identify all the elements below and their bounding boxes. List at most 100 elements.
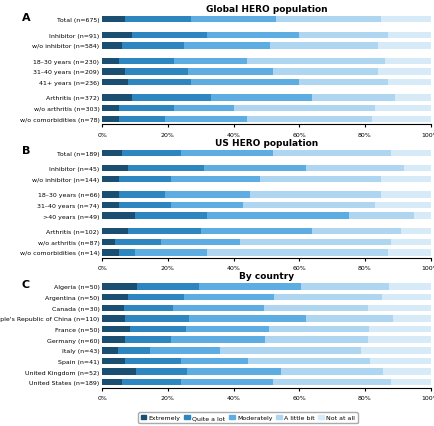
Bar (171, 176, 259, 183)
Bar (102, 166, 128, 172)
Title: US HERO population: US HERO population (214, 138, 317, 147)
Bar (161, 239, 240, 245)
Title: Global HERO population: Global HERO population (205, 5, 326, 14)
Bar (174, 58, 246, 65)
Bar (204, 166, 305, 172)
Bar (246, 58, 384, 65)
Bar (102, 213, 135, 219)
Bar (348, 213, 413, 219)
Bar (132, 32, 207, 39)
Bar (173, 305, 263, 311)
Bar (371, 116, 430, 123)
Bar (102, 347, 118, 354)
Bar (187, 368, 280, 375)
Bar (280, 368, 381, 375)
Bar (125, 69, 187, 75)
Bar (247, 358, 369, 364)
Bar (240, 239, 390, 245)
Bar (150, 347, 220, 354)
Bar (381, 192, 430, 198)
Bar (125, 358, 180, 364)
Bar (102, 106, 118, 112)
Bar (118, 106, 174, 112)
Text: B: B (22, 146, 30, 156)
Bar (128, 294, 184, 301)
Bar (387, 250, 430, 256)
Bar (381, 17, 430, 23)
Bar (128, 166, 204, 172)
Bar (180, 358, 247, 364)
Bar (299, 32, 387, 39)
Bar (122, 150, 181, 157)
Bar (171, 202, 243, 209)
Bar (128, 80, 191, 86)
Bar (102, 116, 118, 123)
Bar (102, 43, 122, 49)
Bar (312, 228, 400, 235)
Bar (102, 17, 125, 23)
Bar (207, 32, 299, 39)
Bar (136, 368, 187, 375)
Bar (102, 176, 118, 183)
Bar (392, 316, 430, 322)
Bar (210, 95, 312, 101)
Bar (276, 17, 381, 23)
Bar (220, 347, 360, 354)
Bar (118, 116, 164, 123)
Bar (102, 69, 125, 75)
Bar (191, 17, 276, 23)
Bar (124, 305, 173, 311)
Title: By country: By country (238, 272, 293, 281)
Bar (381, 294, 430, 301)
Bar (181, 379, 273, 386)
Bar (369, 358, 430, 364)
Bar (118, 202, 171, 209)
Bar (102, 58, 118, 65)
Bar (243, 202, 374, 209)
Bar (102, 192, 118, 198)
Bar (164, 192, 250, 198)
Bar (102, 239, 115, 245)
Bar (387, 80, 430, 86)
Bar (181, 150, 273, 157)
Bar (184, 43, 269, 49)
Bar (184, 294, 273, 301)
Bar (377, 43, 430, 49)
Bar (367, 305, 430, 311)
Bar (269, 43, 377, 49)
Bar (246, 116, 371, 123)
Bar (171, 337, 264, 343)
Bar (118, 250, 135, 256)
Bar (102, 358, 125, 364)
Bar (207, 213, 348, 219)
Bar (387, 32, 430, 39)
Text: A: A (22, 13, 30, 23)
Bar (300, 284, 388, 290)
Bar (299, 80, 387, 86)
Bar (102, 250, 118, 256)
Bar (390, 150, 430, 157)
Bar (269, 326, 368, 332)
Bar (102, 294, 128, 301)
Bar (128, 228, 200, 235)
Bar (374, 106, 430, 112)
Bar (367, 337, 430, 343)
Bar (125, 337, 171, 343)
Bar (374, 202, 430, 209)
Bar (233, 106, 374, 112)
Bar (102, 32, 132, 39)
Bar (381, 368, 430, 375)
Bar (388, 284, 430, 290)
Bar (207, 250, 387, 256)
Bar (360, 347, 430, 354)
Bar (394, 95, 430, 101)
Bar (400, 228, 430, 235)
Bar (125, 17, 191, 23)
Bar (273, 150, 390, 157)
Bar (102, 316, 125, 322)
Bar (263, 305, 367, 311)
Bar (102, 284, 137, 290)
Bar (273, 379, 390, 386)
Bar (115, 239, 161, 245)
Bar (102, 202, 118, 209)
